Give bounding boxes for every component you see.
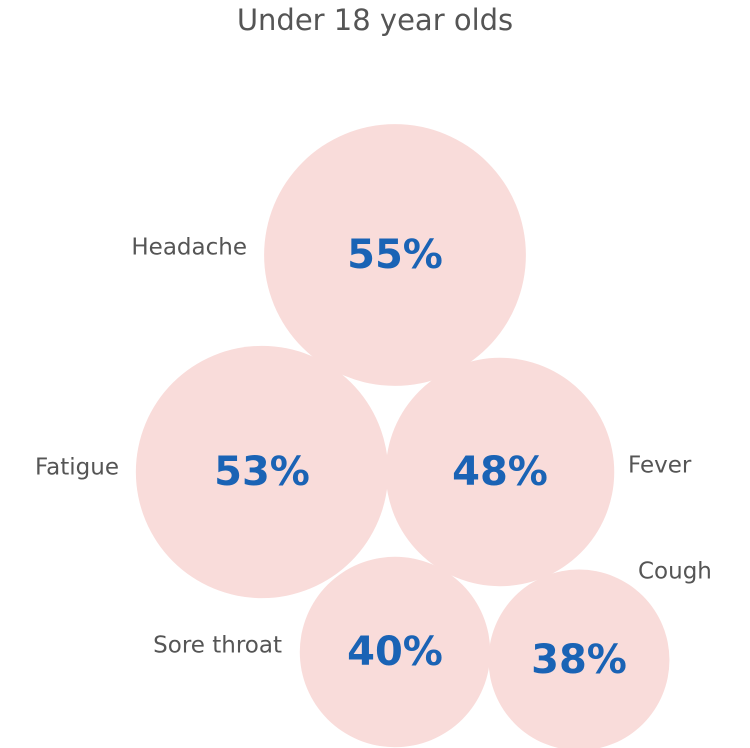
bubble xyxy=(264,124,526,386)
category-label: Fever xyxy=(628,453,692,479)
bubble xyxy=(488,569,670,748)
value-label: 55% xyxy=(347,232,443,278)
category-label: Fatigue xyxy=(35,455,119,481)
category-label: Cough xyxy=(638,559,712,585)
value-label: 53% xyxy=(214,449,310,495)
category-label: Sore throat xyxy=(153,633,282,659)
bubble xyxy=(299,556,491,748)
chart-title: Under 18 year olds xyxy=(237,3,513,37)
value-label: 38% xyxy=(531,637,627,683)
bubble xyxy=(385,357,615,587)
value-label: 40% xyxy=(347,629,443,675)
bubble xyxy=(135,345,389,599)
value-label: 48% xyxy=(452,449,548,495)
category-label: Headache xyxy=(131,235,247,261)
